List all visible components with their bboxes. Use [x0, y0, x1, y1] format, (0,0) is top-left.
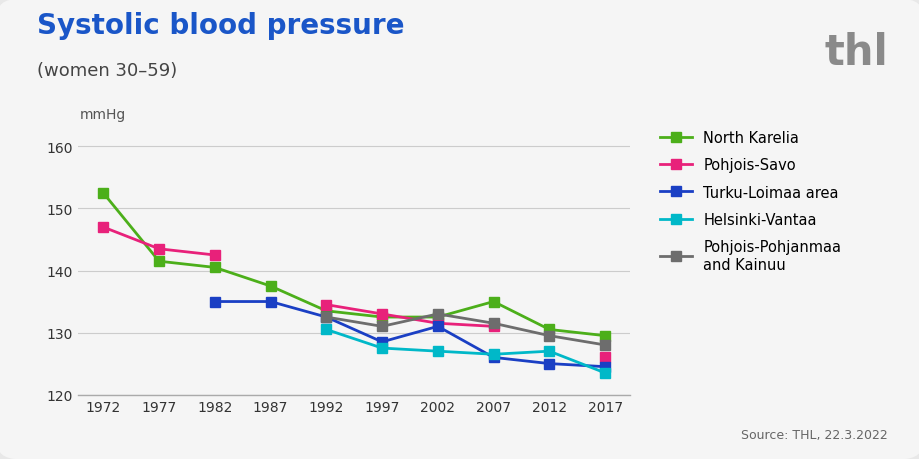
- Pohjois-Savo: [209, 253, 220, 258]
- North Karelia: [488, 299, 499, 305]
- Line: Pohjois-Pohjanmaa
and Kainuu: Pohjois-Pohjanmaa and Kainuu: [321, 309, 609, 350]
- Turku-Loimaa area: [376, 339, 387, 345]
- Text: Source: THL, 22.3.2022: Source: THL, 22.3.2022: [740, 428, 887, 441]
- Turku-Loimaa area: [209, 299, 220, 305]
- Helsinki-Vantaa: [376, 346, 387, 351]
- North Karelia: [265, 284, 276, 289]
- Turku-Loimaa area: [265, 299, 276, 305]
- Turku-Loimaa area: [543, 361, 554, 367]
- Turku-Loimaa area: [599, 364, 610, 369]
- Legend: North Karelia, Pohjois-Savo, Turku-Loimaa area, Helsinki-Vantaa, Pohjois-Pohjanm: North Karelia, Pohjois-Savo, Turku-Loima…: [659, 130, 840, 272]
- Pohjois-Pohjanmaa
and Kainuu: [432, 312, 443, 317]
- Pohjois-Pohjanmaa
and Kainuu: [321, 314, 332, 320]
- Pohjois-Savo: [97, 225, 108, 230]
- North Karelia: [97, 191, 108, 196]
- North Karelia: [432, 314, 443, 320]
- Line: North Karelia: North Karelia: [98, 189, 609, 341]
- Helsinki-Vantaa: [599, 370, 610, 376]
- Text: thl: thl: [823, 32, 887, 74]
- Pohjois-Pohjanmaa
and Kainuu: [543, 333, 554, 339]
- Text: (women 30–59): (women 30–59): [37, 62, 176, 80]
- Text: mmHg: mmHg: [80, 108, 126, 122]
- Helsinki-Vantaa: [321, 327, 332, 332]
- Pohjois-Pohjanmaa
and Kainuu: [376, 324, 387, 330]
- North Karelia: [543, 327, 554, 332]
- North Karelia: [153, 259, 165, 264]
- Turku-Loimaa area: [488, 355, 499, 360]
- Helsinki-Vantaa: [488, 352, 499, 357]
- North Karelia: [376, 314, 387, 320]
- Pohjois-Pohjanmaa
and Kainuu: [488, 321, 499, 326]
- North Karelia: [209, 265, 220, 270]
- Pohjois-Pohjanmaa
and Kainuu: [599, 342, 610, 348]
- Turku-Loimaa area: [432, 324, 443, 330]
- Line: Helsinki-Vantaa: Helsinki-Vantaa: [321, 325, 609, 378]
- Pohjois-Savo: [153, 246, 165, 252]
- Helsinki-Vantaa: [543, 349, 554, 354]
- Line: Pohjois-Savo: Pohjois-Savo: [98, 223, 220, 260]
- Text: Systolic blood pressure: Systolic blood pressure: [37, 11, 403, 39]
- Line: Turku-Loimaa area: Turku-Loimaa area: [210, 297, 609, 372]
- Helsinki-Vantaa: [432, 349, 443, 354]
- North Karelia: [321, 308, 332, 314]
- Turku-Loimaa area: [321, 314, 332, 320]
- North Karelia: [599, 333, 610, 339]
